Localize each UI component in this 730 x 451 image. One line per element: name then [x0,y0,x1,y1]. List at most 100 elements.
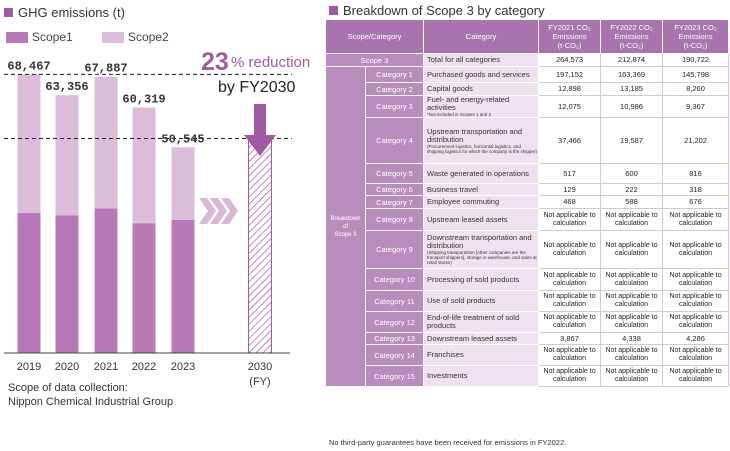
ghg-chart: 68,467 2019 63,356 2020 67,887 2021 60,319 2022… [4,48,310,388]
emission-value-2021: Not applicable to calculation [538,230,602,269]
emission-value-2022: Not applicable to calculation [600,344,664,366]
category-name: Category 13 [364,332,425,345]
emission-value-2021: Not applicable to calculation [538,365,602,387]
emission-value-2022: 19,587 [600,117,664,164]
bar-scope1-2023 [171,219,195,353]
total-label-2023: 50,545 [161,132,204,146]
category-name: Category 8 [364,208,425,231]
emission-value-2022: 4,338 [600,332,664,345]
bar-scope2-2021 [94,76,118,209]
header-fy2021-line2: Emissions [552,32,587,41]
emission-value-2021: 12,898 [538,82,602,96]
emission-value-2023: Not applicable to calculation [662,311,730,333]
x-tick-label: 2022 [132,361,156,373]
bar-scope2-2023 [171,147,195,220]
emission-value-2023: 676 [662,195,730,209]
bar-scope1-2019 [17,213,41,353]
category-name: Category 2 [364,82,425,96]
header-fy2023: FY2023 CO₂ Emissions (t-CO₂) [662,19,730,54]
emission-value-2023: 4,286 [662,332,730,345]
category-description: Downstream leased assets [423,332,540,345]
table-row: Category 5 Waste generated in operations 5… [326,163,730,184]
total-row-fy2022: 212,874 [600,53,664,67]
category-description: Franchises [423,344,540,366]
category-description: Upstream leased assets [423,208,540,231]
category-description: Upstream transportation and distribution… [423,117,540,164]
category-description: Processing of sold products [423,268,540,291]
category-name: Category 12 [364,311,425,333]
emission-value-2021: 468 [538,195,602,209]
category-description-text: Business travel [427,184,478,194]
breakdown-cell: Breakdown of Scope 3 [325,66,366,387]
emission-value-2022: 163,369 [600,66,664,83]
emission-value-2022: Not applicable to calculation [600,311,664,333]
category-name: Category 15 [364,365,425,387]
table-row: Category 4 Upstream transportation and di… [326,117,730,164]
header-fy2021-unit: (t-CO₂) [557,41,582,50]
fy-label: (FY) [249,376,270,388]
category-name: Category 5 [364,163,425,184]
emission-value-2023: 9,367 [662,95,730,118]
emission-value-2021: 12,075 [538,95,602,118]
table-row: Category 2 Capital goods 12,898 13,185 8,260 [326,82,730,96]
reduction-text: % reduction [231,54,310,71]
emission-value-2023: Not applicable to calculation [662,208,730,231]
table-row: Category 13 Downstream leased assets 3,867… [326,332,730,345]
category-note: *Not included in Scopes 1 and 2 [427,112,492,117]
category-name: Category 10 [364,268,425,291]
legend-scope1: Scope1 [6,30,73,44]
table-row: Category 6 Business travel 129 222 318 [326,183,730,196]
total-row-category: Total for all categories [423,53,540,67]
header-category: Category [423,19,540,54]
category-name: Category 7 [364,195,425,209]
total-row-scope: Scope 3 [324,53,425,67]
scope2-swatch-icon [102,31,124,43]
chart-title: GHG emissions (t) [4,5,125,20]
bar-scope2-2019 [17,74,41,214]
category-description-text: Downstream leased assets [427,333,518,343]
header-fy2023-line1: FY2023 CO₂ [674,23,717,32]
emission-value-2021: Not applicable to calculation [538,344,602,366]
total-row: Scope 3 Total for all categories 264,573… [324,53,730,67]
chevron-right-icon [210,198,227,224]
scope-footnote-line2: Nippon Chemical Industrial Group [8,396,174,408]
header-fy2021: FY2021 CO₂ Emissions (t-CO₂) [538,19,602,54]
scope1-swatch-icon [6,31,28,43]
header-fy2022-line1: FY2022 CO₂ [610,23,653,32]
category-description: Capital goods [423,82,540,96]
table-row: Category 11 Use of sold products Not appli… [326,290,730,312]
total-row-fy2021: 264,573 [538,53,602,67]
emission-value-2023: 318 [662,183,730,196]
emission-value-2023: 145,798 [662,66,730,83]
table-row: Category 8 Upstream leased assets Not appl… [326,208,730,231]
category-name: Category 1 [364,66,425,83]
emission-value-2022: 222 [600,183,664,196]
category-description-text: Downstream transportation and distributi… [427,233,532,250]
emission-value-2023: Not applicable to calculation [662,230,730,269]
legend-scope2-label: Scope2 [128,30,169,44]
emission-value-2022: Not applicable to calculation [600,208,664,231]
emission-value-2022: 13,185 [600,82,664,96]
emission-value-2021: 3,867 [538,332,602,345]
bar-target-2030 [248,137,272,354]
title-square-icon [329,6,338,15]
emission-value-2021: 517 [538,163,602,184]
category-description-text: Fuel- and energy-related activities [427,95,510,112]
table-row: Category 12 End-of-life treatment of sold… [326,311,730,333]
emission-value-2022: 600 [600,163,664,184]
table-row: Category 3 Fuel- and energy-related activ… [326,95,730,118]
bar-scope1-2020 [55,215,79,353]
category-description: Employee commuting [423,195,540,209]
scope-footnote-line1: Scope of data collection: [8,382,128,394]
bar-scope1-2022 [132,223,156,353]
emission-value-2022: 588 [600,195,664,209]
category-description: End-of-life treatment of sold products [423,311,540,333]
table-row: Category 7 Employee commuting 468 588 676 [326,195,730,209]
emission-value-2022: Not applicable to calculation [600,365,664,387]
total-row-fy2023: 190,722 [662,53,730,67]
emission-value-2021: Not applicable to calculation [538,268,602,291]
category-description: Investments [423,365,540,387]
emission-value-2022: Not applicable to calculation [600,268,664,291]
bar-scope2-2022 [132,107,156,224]
scope3-table: Scope/Category Category FY2021 CO₂ Emiss… [324,19,730,387]
